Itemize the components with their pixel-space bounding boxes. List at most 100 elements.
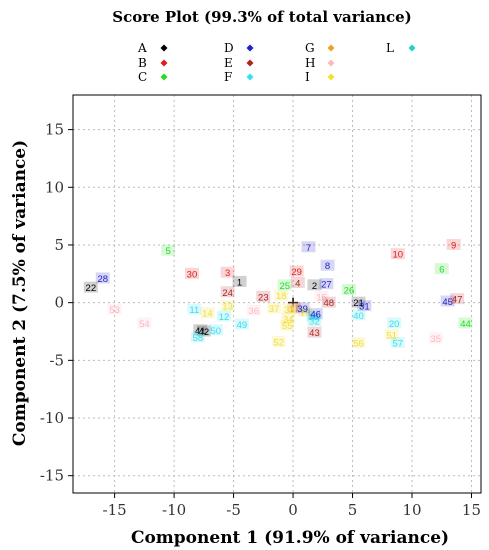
legend-marker-h (327, 59, 335, 67)
data-point-bg (390, 248, 405, 260)
y-tick-label: -15 (40, 467, 64, 485)
y-tick-label: 15 (45, 121, 64, 139)
data-point-label: 42 (199, 327, 210, 338)
data-point-bg (320, 259, 335, 271)
data-point-49: 49 (234, 318, 249, 331)
data-point-label: 7 (306, 243, 311, 254)
data-point-bg (387, 317, 402, 329)
data-point-28: 28 (95, 272, 110, 285)
data-point-22: 22 (83, 281, 98, 294)
data-point-label: 17 (289, 304, 300, 315)
data-point-label: 8 (325, 261, 330, 272)
x-tick-label: 15 (462, 501, 481, 519)
data-point-31: 31 (357, 300, 372, 313)
data-point-label: 11 (189, 305, 199, 316)
data-point-8: 8 (320, 259, 335, 272)
data-point-bg (351, 337, 366, 349)
data-point-bg (246, 304, 261, 316)
data-point-1: 1 (232, 275, 247, 288)
data-point-14: 14 (200, 307, 215, 320)
legend-label-i: I (305, 70, 310, 84)
data-point-label: 5 (166, 246, 171, 257)
legend-label-f: F (224, 70, 232, 84)
data-point-9: 9 (446, 238, 461, 251)
data-point-label: 47 (452, 295, 463, 306)
data-point-16: 16 (288, 301, 303, 314)
data-point-bg (107, 303, 122, 315)
data-point-label: 10 (392, 250, 403, 261)
data-point-label: 31 (359, 302, 370, 313)
data-point-bg (200, 307, 215, 319)
data-point-50: 50 (208, 324, 223, 337)
data-point-7: 7 (301, 241, 316, 254)
y-tick-label: 10 (45, 178, 64, 196)
data-point-4: 4 (290, 277, 305, 290)
data-point-58: 58 (190, 331, 205, 344)
data-point-33: 33 (282, 303, 297, 316)
data-point-bg (321, 296, 336, 308)
data-point-label: 45 (442, 297, 453, 308)
data-point-38: 38 (306, 310, 321, 323)
data-point-27: 27 (319, 278, 334, 291)
data-point-bg (314, 290, 329, 302)
legend-marker-b (160, 59, 168, 67)
legend-label-g: G (305, 41, 315, 55)
data-point-label: 44 (460, 319, 471, 330)
data-point-label: 41 (195, 326, 206, 337)
data-point-label: 56 (353, 339, 364, 350)
data-point-label: 51 (386, 330, 397, 341)
data-point-35: 35 (428, 332, 443, 345)
data-point-label: 9 (451, 240, 456, 251)
data-point-label: 48 (323, 298, 334, 309)
data-point-label: 12 (219, 312, 230, 323)
data-point-34: 34 (281, 312, 296, 325)
data-point-bg (450, 293, 465, 305)
data-point-43: 43 (307, 326, 322, 339)
data-point-bg (306, 310, 321, 322)
data-point-bg (351, 296, 366, 308)
data-point-label: 36 (249, 306, 260, 317)
legend-label-b: B (138, 56, 147, 70)
data-point-label: 27 (321, 280, 332, 291)
legend-marker-d (246, 44, 254, 52)
x-axis: -15 -10 -5 0 5 10 15 (103, 493, 481, 519)
grid (73, 95, 481, 493)
data-point-label: 38 (308, 312, 319, 323)
legend: ABC DEF GHI L (137, 41, 416, 84)
data-point-bg (384, 328, 399, 340)
data-point-label: 43 (309, 328, 320, 339)
data-point-label: 57 (392, 339, 403, 350)
data-point-bg (390, 337, 405, 349)
data-point-11: 11 (187, 303, 202, 316)
data-point-label: 52 (273, 337, 284, 348)
data-point-label: 21 (353, 298, 364, 309)
data-point-51: 51 (384, 328, 399, 341)
data-point-label: 55 (282, 321, 293, 332)
legend-label-e: E (224, 56, 233, 70)
data-point-label: 29 (291, 267, 302, 278)
data-point-30: 30 (184, 267, 199, 280)
data-point-46: 46 (308, 308, 323, 321)
data-point-26: 26 (341, 283, 356, 296)
data-point-42: 42 (196, 325, 211, 338)
data-point-label: 58 (193, 333, 204, 344)
data-point-24: 24 (220, 286, 235, 299)
data-point-2: 2 (307, 279, 322, 292)
data-point-bg (208, 324, 223, 336)
data-point-bg (196, 325, 211, 337)
data-point-label: 15 (316, 292, 327, 303)
y-tick-label: -10 (40, 409, 64, 427)
data-point-label: 33 (284, 305, 295, 316)
legend-label-l: L (386, 41, 394, 55)
data-point-bg (277, 279, 292, 291)
data-point-label: 26 (344, 285, 355, 296)
data-point-label: 34 (283, 314, 294, 325)
data-point-53: 53 (107, 303, 122, 316)
x-tick-label: 0 (288, 501, 298, 519)
y-tick-label: 5 (54, 236, 64, 254)
legend-marker-c (160, 73, 168, 81)
data-point-56: 56 (351, 337, 366, 350)
data-point-label: 40 (353, 311, 364, 322)
data-point-bg (434, 263, 449, 275)
